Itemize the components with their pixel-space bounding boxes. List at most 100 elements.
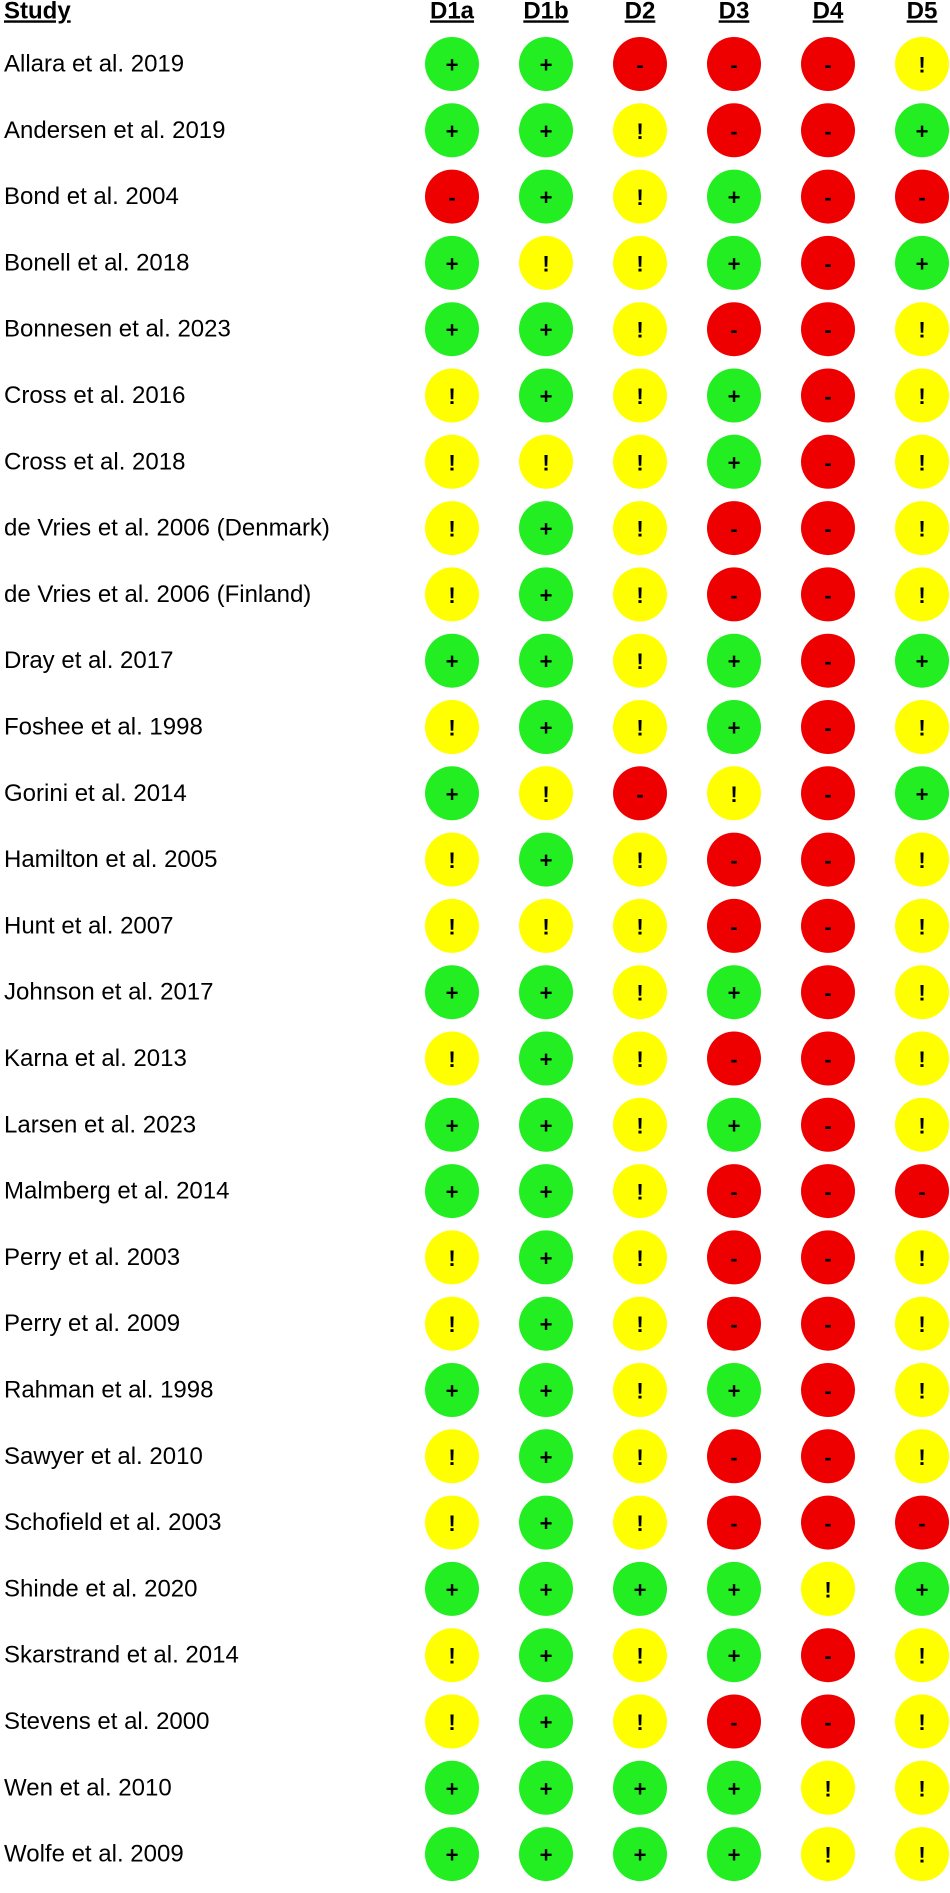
- rating-dot-d1b-low: [519, 965, 573, 1020]
- rating-symbol-some: !: [636, 1180, 643, 1205]
- rating-symbol-high: -: [730, 1180, 737, 1205]
- study-label: Dray et al. 2017: [4, 647, 173, 674]
- study-label: Andersen et al. 2019: [4, 117, 226, 144]
- rating-symbol-some: !: [918, 716, 925, 741]
- rating-dot-d3-high: [707, 1694, 761, 1749]
- rating-symbol-some: !: [448, 450, 455, 475]
- rating-dot-d4-high: [801, 1628, 855, 1683]
- rating-symbol-some: !: [636, 649, 643, 674]
- rating-symbol-low: +: [540, 517, 553, 542]
- rating-dot-d3-high: [707, 1230, 761, 1285]
- rating-dot-d1a-some: [425, 1230, 479, 1285]
- rating-dot-d1b-low: [519, 1296, 573, 1351]
- rating-dot-d2-some: [613, 965, 667, 1020]
- rating-symbol-low: +: [446, 318, 459, 343]
- rating-symbol-some: !: [636, 716, 643, 741]
- study-label: Shinde et al. 2020: [4, 1575, 198, 1602]
- rating-dot-d3-low: [707, 235, 761, 290]
- rating-symbol-high: -: [824, 981, 831, 1006]
- rating-dot-d1b-low: [519, 1495, 573, 1550]
- rating-symbol-low: +: [446, 1843, 459, 1868]
- rating-dot-d1a-low: [425, 1827, 479, 1882]
- rating-dot-d1a-some: [425, 1628, 479, 1683]
- rating-dot-d4-high: [801, 169, 855, 224]
- rating-dot-d4-high: [801, 368, 855, 423]
- rating-symbol-high: -: [730, 583, 737, 608]
- rating-symbol-low: +: [540, 1445, 553, 1470]
- rating-symbol-some: !: [636, 1047, 643, 1072]
- rating-symbol-high: -: [824, 251, 831, 276]
- rating-symbol-high: -: [824, 1312, 831, 1337]
- rating-dot-d2-some: [613, 1164, 667, 1219]
- rating-dot-d1b-low: [519, 1097, 573, 1152]
- rating-dot-d5-some: [895, 1694, 949, 1749]
- rating-dot-d2-some: [613, 832, 667, 887]
- rating-symbol-low: +: [540, 119, 553, 144]
- rating-symbol-some: !: [448, 1710, 455, 1735]
- study-label: Hunt et al. 2007: [4, 912, 173, 939]
- rating-dot-d5-some: [895, 1628, 949, 1683]
- rating-symbol-some: !: [918, 981, 925, 1006]
- rating-dot-d1a-some: [425, 898, 479, 953]
- rating-dot-d1b-low: [519, 368, 573, 423]
- rating-symbol-some: !: [824, 1776, 831, 1801]
- rating-dot-d1a-some: [425, 1694, 479, 1749]
- rating-dot-d1b-low: [519, 1363, 573, 1417]
- rating-dot-d1a-low: [425, 766, 479, 821]
- study-label: Larsen et al. 2023: [4, 1111, 196, 1138]
- rating-dot-d1b-low: [519, 1561, 573, 1616]
- rating-symbol-high: -: [636, 53, 643, 78]
- study-label: Johnson et al. 2017: [4, 979, 214, 1006]
- rating-symbol-high: -: [636, 782, 643, 807]
- study-label: Skarstrand et al. 2014: [4, 1642, 239, 1669]
- rating-dot-d1a-low: [425, 103, 479, 158]
- rating-symbol-low: +: [540, 185, 553, 210]
- rating-dot-d1b-low: [519, 832, 573, 887]
- rating-dot-d2-some: [613, 1097, 667, 1152]
- rating-symbol-high: -: [824, 848, 831, 873]
- rating-dot-d4-high: [801, 1164, 855, 1219]
- rating-symbol-some: !: [636, 251, 643, 276]
- rating-dot-d5-some: [895, 1827, 949, 1882]
- rating-symbol-some: !: [448, 517, 455, 542]
- rating-dot-d5-high: [895, 1164, 949, 1219]
- rating-dot-d3-high: [707, 302, 761, 357]
- rating-dot-d2-some: [613, 169, 667, 224]
- rating-symbol-high: -: [824, 1047, 831, 1072]
- rating-dot-d2-some: [613, 1429, 667, 1484]
- rating-symbol-low: +: [540, 1577, 553, 1602]
- rating-symbol-low: +: [916, 1577, 929, 1602]
- rating-dot-d3-low: [707, 633, 761, 688]
- rating-symbol-high: -: [730, 517, 737, 542]
- rating-dot-d1b-low: [519, 633, 573, 688]
- rating-dot-d1a-high: [425, 169, 479, 224]
- rating-dot-d1b-low: [519, 1429, 573, 1484]
- rating-dot-d4-high: [801, 235, 855, 290]
- rating-dot-d2-some: [613, 898, 667, 953]
- study-label: Bonell et al. 2018: [4, 249, 189, 276]
- rating-symbol-some: !: [636, 583, 643, 608]
- rating-dot-d4-some: [801, 1760, 855, 1815]
- rating-dot-d1a-some: [425, 1495, 479, 1550]
- rating-symbol-some: !: [636, 848, 643, 873]
- rating-dot-d4-high: [801, 1429, 855, 1484]
- rating-symbol-some: !: [918, 450, 925, 475]
- rating-symbol-low: +: [728, 251, 741, 276]
- rating-symbol-some: !: [918, 53, 925, 78]
- rating-dot-d1b-low: [519, 1694, 573, 1749]
- rating-dot-d4-high: [801, 567, 855, 622]
- rating-dot-d2-some: [613, 1296, 667, 1351]
- header-d4: D4: [813, 0, 844, 24]
- rating-dot-d2-low: [613, 1760, 667, 1815]
- rating-symbol-high: -: [730, 1312, 737, 1337]
- rating-dot-d5-some: [895, 700, 949, 754]
- rating-dot-d1b-some: [519, 898, 573, 953]
- rating-symbol-low: +: [540, 1246, 553, 1271]
- rating-symbol-low: +: [728, 1843, 741, 1868]
- rating-dot-d2-some: [613, 235, 667, 290]
- rating-dot-d5-some: [895, 1296, 949, 1351]
- rating-symbol-high: -: [824, 185, 831, 210]
- header-study: Study: [4, 0, 71, 24]
- rating-dot-d2-low: [613, 1827, 667, 1882]
- rating-symbol-low: +: [446, 1379, 459, 1404]
